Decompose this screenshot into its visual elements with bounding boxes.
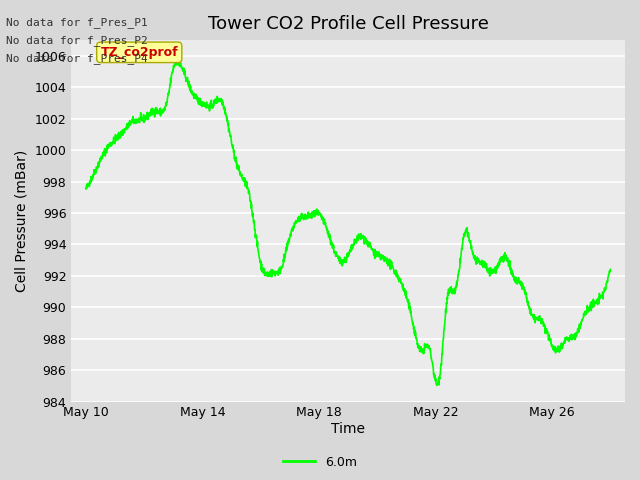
- Text: TZ_co2prof: TZ_co2prof: [100, 46, 178, 59]
- Text: No data for f_Pres_P1: No data for f_Pres_P1: [6, 17, 148, 28]
- X-axis label: Time: Time: [331, 422, 365, 436]
- Y-axis label: Cell Pressure (mBar): Cell Pressure (mBar): [15, 150, 29, 292]
- Title: Tower CO2 Profile Cell Pressure: Tower CO2 Profile Cell Pressure: [208, 15, 488, 33]
- Text: No data for f_Pres_P4: No data for f_Pres_P4: [6, 53, 148, 64]
- Text: No data for f_Pres_P2: No data for f_Pres_P2: [6, 35, 148, 46]
- Legend: 6.0m: 6.0m: [278, 451, 362, 474]
